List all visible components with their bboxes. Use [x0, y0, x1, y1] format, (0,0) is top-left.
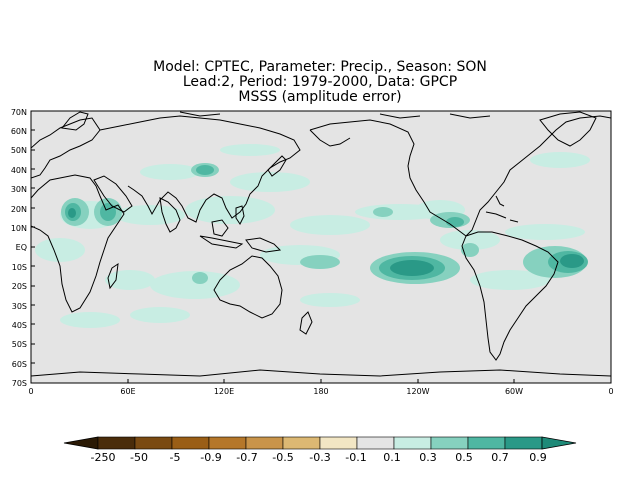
- coast-philippines: [235, 205, 245, 225]
- lat-label-eq: EQ: [16, 243, 27, 252]
- lon-label-120w: 120W: [406, 387, 429, 396]
- colorbar-label-4: -0.7: [236, 451, 257, 464]
- colorbar-boxes: [97, 436, 543, 450]
- coast-antarctica: [31, 369, 611, 377]
- lon-label-60e: 60E: [120, 387, 135, 396]
- colorbar-label-1: -50: [130, 451, 148, 464]
- lat-axis: 70N 60N 50N 40N 30N 20N 10N EQ 10S 20S 3…: [11, 108, 35, 388]
- colorbar-box: [356, 436, 395, 450]
- lat-label-20n: 20N: [11, 205, 27, 214]
- colorbar: -250 -50 -5 -0.9 -0.7 -0.5 -0.3 -0.1 0.1…: [63, 436, 577, 464]
- colorbar-label-9: 0.3: [419, 451, 437, 464]
- colorbar-label-8: 0.1: [383, 451, 401, 464]
- coast-south-america: [461, 231, 559, 361]
- coast-asia: [99, 115, 301, 223]
- colorbar-box: [430, 436, 469, 450]
- coast-arctic-islands: [179, 111, 491, 119]
- coast-africa: [31, 174, 125, 313]
- lat-label-50n: 50N: [11, 146, 27, 155]
- colorbar-box: [208, 436, 247, 450]
- colorbar-label-3: -0.9: [200, 451, 221, 464]
- lat-label-60s: 60S: [12, 360, 27, 369]
- lat-label-60n: 60N: [11, 127, 27, 136]
- colorbar-label-0: -250: [91, 451, 116, 464]
- map-title: Model: CPTEC, Parameter: Precip., Season…: [0, 60, 640, 105]
- shade-darkest: [68, 208, 584, 276]
- lon-label-120e: 120E: [214, 387, 234, 396]
- lon-label-0-right: 0: [608, 387, 613, 396]
- colorbar-label-11: 0.7: [491, 451, 509, 464]
- coast-caribbean: [485, 211, 519, 223]
- colorbar-label-7: -0.1: [345, 451, 366, 464]
- coast-japan: [267, 155, 287, 177]
- lat-label-50s: 50S: [12, 340, 27, 349]
- lat-label-40n: 40N: [11, 166, 27, 175]
- colorbar-box: [467, 436, 506, 450]
- colorbar-label-5: -0.5: [272, 451, 293, 464]
- coast-indonesia-1: [199, 235, 244, 249]
- coast-florida: [495, 195, 505, 207]
- lat-label-70n: 70N: [11, 108, 27, 117]
- coast-madagascar: [107, 262, 119, 290]
- title-line-1: Model: CPTEC, Parameter: Precip., Season…: [153, 59, 487, 75]
- coast-india: [159, 197, 181, 233]
- coast-alaska: [309, 129, 351, 147]
- colorbar-box: [393, 436, 432, 450]
- colorbar-box: [282, 436, 321, 450]
- coast-australia: [213, 255, 283, 319]
- lat-label-10s: 10S: [12, 263, 27, 272]
- colorbar-box: [245, 436, 284, 450]
- colorbar-label-12: 0.9: [529, 451, 547, 464]
- precip-shading: [35, 144, 590, 328]
- colorbar-label-10: 0.5: [455, 451, 473, 464]
- lon-label-180: 180: [313, 387, 328, 396]
- lon-axis: 0 60E 120E 180 120W 60W 0: [28, 379, 614, 396]
- coast-europe: [31, 117, 101, 179]
- coast-borneo: [211, 219, 229, 237]
- title-line-3: MSSS (amplitude error): [238, 89, 402, 105]
- colorbar-box: [171, 436, 210, 450]
- colorbar-label-2: -5: [170, 451, 181, 464]
- coast-greenland: [539, 111, 597, 147]
- lat-label-30n: 30N: [11, 185, 27, 194]
- lat-label-20s: 20S: [12, 282, 27, 291]
- coast-scandinavia: [61, 111, 89, 131]
- colorbar-box: [134, 436, 173, 450]
- lon-label-60w: 60W: [505, 387, 523, 396]
- coast-new-guinea: [245, 237, 282, 253]
- lat-label-70s: 70S: [12, 379, 27, 388]
- coast-arabia: [93, 175, 133, 213]
- coast-new-zealand: [299, 311, 313, 335]
- colorbar-box: [319, 436, 358, 450]
- lat-label-30s: 30S: [12, 302, 27, 311]
- title-line-2: Lead:2, Period: 1979-2000, Data: GPCP: [182, 74, 458, 90]
- lat-label-40s: 40S: [12, 321, 27, 330]
- lon-label-0-left: 0: [28, 387, 33, 396]
- colorbar-arrow-right: [541, 436, 577, 450]
- colorbar-label-6: -0.3: [309, 451, 330, 464]
- lat-label-10n: 10N: [11, 224, 27, 233]
- colorbar-arrow-left: [63, 436, 99, 450]
- colorbar-box: [504, 436, 543, 450]
- colorbar-box: [97, 436, 136, 450]
- coastlines: [31, 111, 611, 377]
